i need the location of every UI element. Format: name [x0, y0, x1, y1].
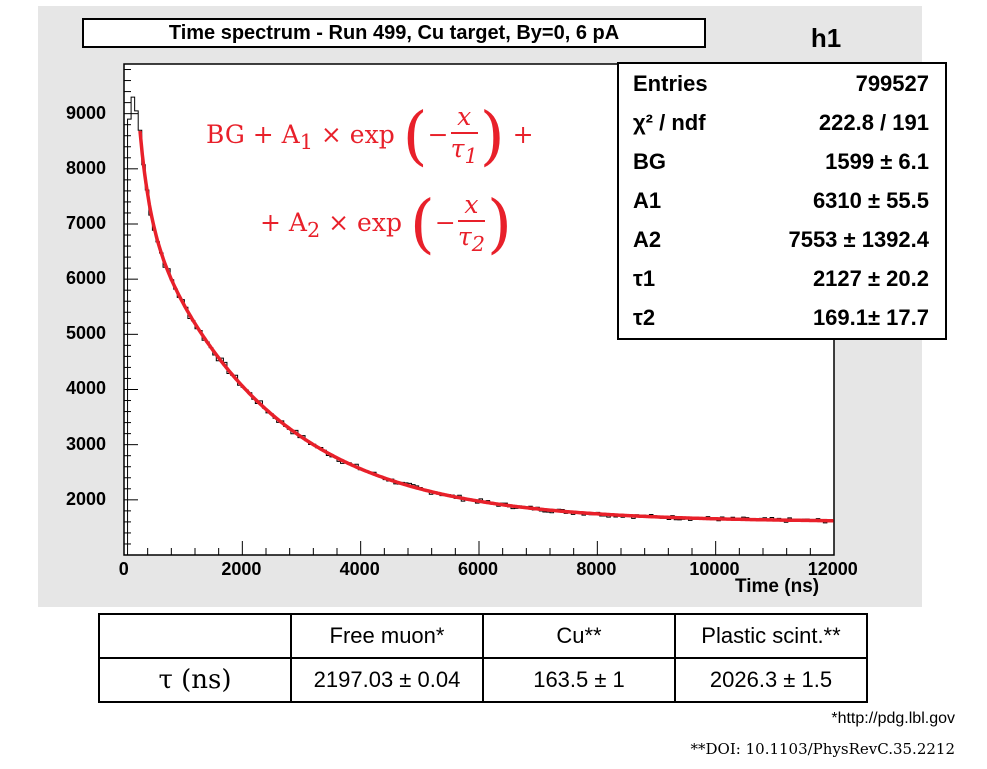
stats-row-entries: Entries 799527 [619, 64, 945, 104]
formula-paren: ) [479, 99, 505, 174]
y-tick-label: 5000 [66, 323, 107, 344]
stats-value: 799527 [855, 71, 929, 96]
fit-formula-line1: BG + A1 × exp (− x τ1) + [206, 99, 534, 174]
stats-label: BG [633, 149, 666, 174]
stats-row-a2: A2 7553 ± 1392.4 [619, 220, 945, 260]
results-table: Free muon* Cu** Plastic scint.** τ (ns) … [98, 613, 868, 703]
formula-text: × exp [312, 120, 395, 149]
footnote-doi: **DOI: 10.1103/PhysRevC.35.2212 [690, 740, 955, 758]
stats-value: 222.8 / 191 [818, 110, 929, 135]
stats-box: Entries 799527 χ² / ndf 222.8 / 191 BG 1… [617, 62, 947, 340]
y-tick-label: 9000 [66, 102, 107, 123]
stats-row-a1: A1 6310 ± 55.5 [619, 181, 945, 221]
table-cell: 163.5 ± 1 [482, 657, 676, 703]
y-tick-label: 4000 [66, 378, 107, 399]
formula-tau: τ [450, 134, 465, 163]
stats-label: χ² / ndf [633, 110, 706, 135]
x-tick-label: 6000 [458, 559, 499, 579]
stats-value: 1599 ± 6.1 [825, 149, 929, 174]
formula-numerator: x [457, 190, 485, 222]
formula-subscript: 1 [464, 144, 478, 168]
formula-denominator: τ1 [451, 134, 478, 171]
x-tick-label: 2000 [221, 559, 262, 579]
stats-value: 169.1± 17.7 [812, 305, 929, 330]
table-header-row: Free muon* Cu** Plastic scint.** [98, 613, 868, 659]
formula-tau: τ [457, 222, 472, 251]
formula-paren: ) [486, 187, 512, 262]
stats-label: A2 [633, 227, 662, 252]
stats-row-bg: BG 1599 ± 6.1 [619, 142, 945, 182]
x-axis-title: Time (ns) [735, 576, 820, 597]
formula-paren: ( [402, 99, 428, 174]
y-tick-label: 7000 [66, 212, 107, 233]
histogram-name: h1 [810, 23, 842, 53]
formula-denominator: τ2 [458, 222, 485, 259]
formula-fraction: x τ2 [457, 190, 485, 259]
formula-text: + [512, 120, 534, 149]
formula-numerator: x [450, 102, 478, 134]
stats-value: 6310 ± 55.5 [812, 188, 929, 213]
x-tick-label: 0 [118, 559, 129, 579]
table-header-cell: Plastic scint.** [674, 613, 868, 659]
x-tick-label: 10000 [689, 559, 740, 579]
table-header-cell [98, 613, 292, 659]
fit-curve [138, 130, 834, 523]
formula-text: × exp [320, 208, 402, 237]
y-tick-label: 2000 [66, 488, 107, 509]
formula-paren: ( [409, 187, 435, 262]
footnote-pdg: *http://pdg.lbl.gov [831, 710, 955, 727]
formula-fraction: x τ1 [450, 102, 478, 171]
x-tick-label: 8000 [576, 559, 617, 579]
stats-value: 7553 ± 1392.4 [788, 227, 929, 252]
stats-row-chi2: χ² / ndf 222.8 / 191 [619, 103, 945, 143]
stats-label: τ1 [633, 266, 656, 291]
formula-text: BG + A [206, 120, 300, 149]
stats-value: 2127 ± 20.2 [812, 266, 929, 291]
formula-subscript: 1 [299, 130, 313, 154]
y-tick-label: 3000 [66, 433, 107, 454]
table-cell: 2026.3 ± 1.5 [674, 657, 868, 703]
stats-label: τ2 [633, 305, 656, 330]
plot-frame: Time spectrum - Run 499, Cu target, By=0… [38, 6, 947, 607]
table-header-cell: Cu** [482, 613, 676, 659]
table-row: τ (ns) 2197.03 ± 0.04 163.5 ± 1 2026.3 ±… [98, 657, 868, 703]
y-tick-label: 8000 [66, 157, 107, 178]
stats-row-tau2: τ2 169.1± 17.7 [619, 298, 945, 338]
x-tick-label: 4000 [339, 559, 380, 579]
stats-label: Entries [633, 71, 708, 96]
table-cell: 2197.03 ± 0.04 [290, 657, 484, 703]
stats-label: A1 [633, 188, 662, 213]
table-row-label: τ (ns) [98, 657, 292, 703]
fit-formula-line2: + A2 × exp (− x τ2) [260, 187, 512, 262]
formula-subscript: 2 [306, 218, 321, 242]
x-tick-label: 12000 [807, 559, 858, 579]
formula-subscript: 2 [471, 232, 485, 256]
chart-title: Time spectrum - Run 499, Cu target, By=0… [82, 18, 706, 48]
formula-text: + A [260, 208, 307, 237]
y-tick-label: 6000 [66, 268, 107, 289]
table-header-cell: Free muon* [290, 613, 484, 659]
stats-row-tau1: τ1 2127 ± 20.2 [619, 259, 945, 299]
